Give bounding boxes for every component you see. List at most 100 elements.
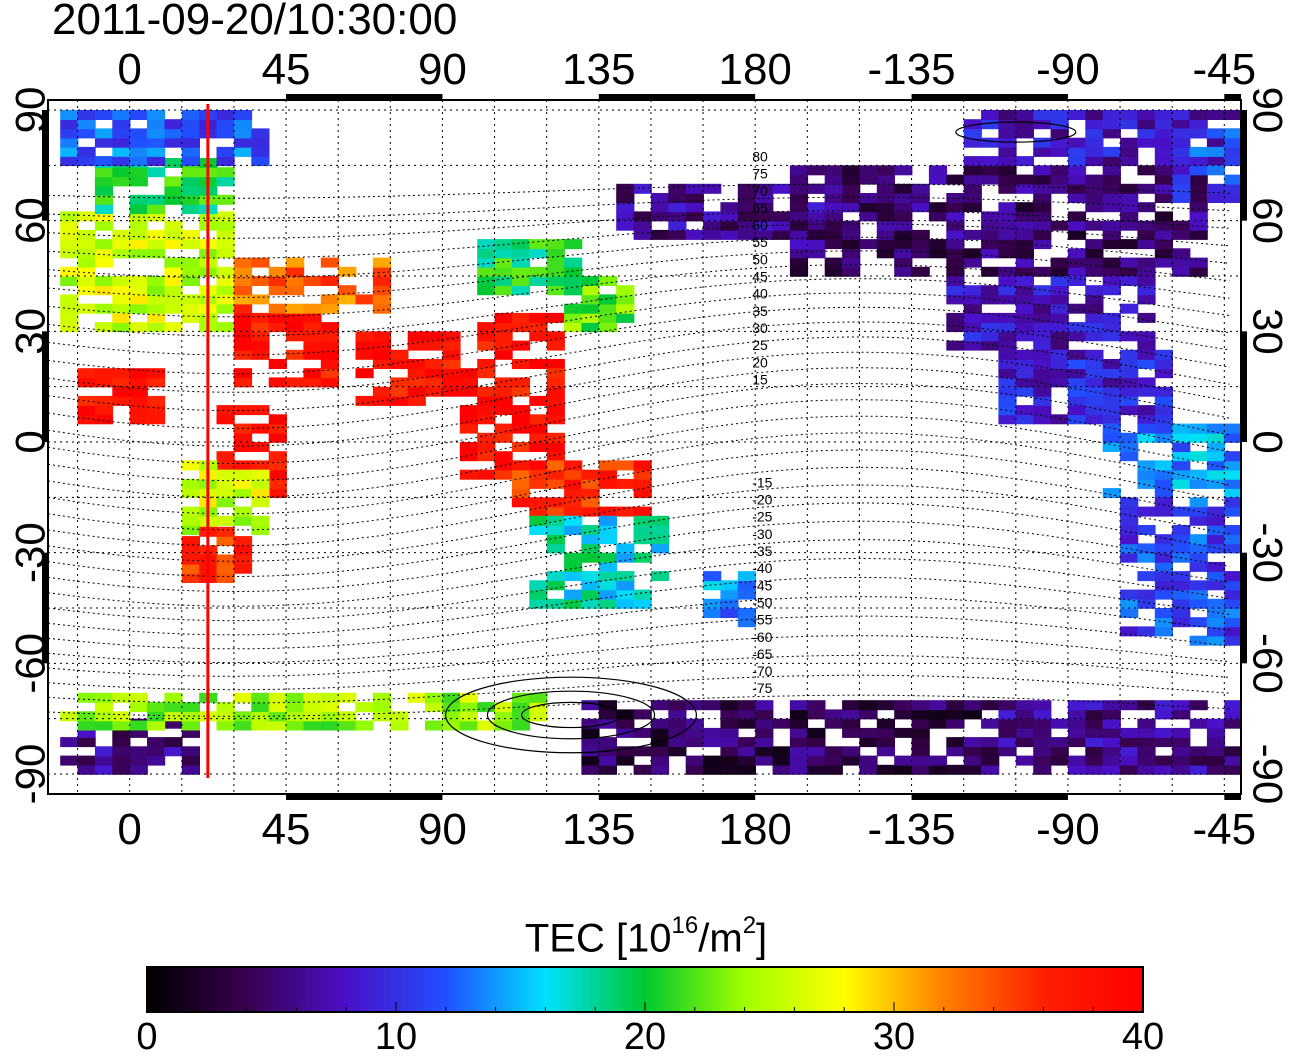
tec-cell — [564, 598, 583, 609]
tec-cell — [1015, 183, 1034, 194]
tec-cell — [459, 469, 478, 480]
tec-cell — [981, 229, 1000, 240]
tec-cell — [685, 211, 704, 222]
tec-cell — [1033, 395, 1052, 406]
tec-cell — [94, 257, 114, 268]
tec-cell — [1154, 764, 1173, 775]
tec-cell — [1189, 202, 1208, 213]
tec-cell — [164, 294, 183, 305]
tec-cell — [303, 349, 322, 360]
tec-cell — [129, 229, 148, 240]
tec-cell — [824, 211, 843, 222]
tec-cell — [1085, 202, 1104, 213]
dip-contour — [48, 196, 1230, 219]
dip-contour — [48, 351, 1230, 430]
tec-cell — [77, 119, 96, 130]
tec-cell — [1206, 165, 1226, 176]
tec-cell — [112, 737, 131, 748]
tec-cell — [181, 257, 200, 268]
tec-cell — [303, 340, 322, 351]
tec-cell — [216, 478, 235, 489]
tec-cell — [1137, 202, 1156, 213]
tec-cell — [477, 276, 496, 286]
tec-cell — [216, 276, 235, 286]
tec-cell — [1102, 368, 1121, 379]
tec-cell — [303, 303, 322, 314]
tec-cell — [251, 692, 270, 703]
top-lon-tick: -45 — [1193, 45, 1257, 94]
tec-cell — [1102, 276, 1121, 286]
tec-cell — [616, 543, 635, 554]
tec-cell — [1085, 294, 1104, 305]
tec-cell — [911, 737, 930, 748]
tec-cell — [928, 755, 948, 766]
tec-cell — [1189, 543, 1208, 554]
tec-cell — [494, 248, 513, 259]
tec-cell — [112, 248, 131, 259]
tec-cell — [1050, 220, 1069, 231]
tec-cell — [1102, 764, 1121, 775]
bottom-border-bar — [598, 794, 756, 800]
tec-cell — [650, 727, 670, 738]
tec-cell — [1154, 156, 1173, 167]
tec-cell — [268, 322, 287, 333]
tec-cell — [633, 534, 652, 545]
tec-cell — [372, 257, 392, 268]
tec-cell — [1085, 414, 1104, 425]
tec-cell — [1033, 755, 1052, 766]
tec-cell — [233, 257, 253, 268]
dip-contour-label: 70 — [752, 183, 768, 199]
dip-contour — [48, 383, 1230, 464]
tec-cell — [998, 718, 1017, 729]
right-lat-tick: 30 — [1245, 308, 1292, 355]
tec-cell — [1206, 451, 1226, 462]
left-border-bar — [42, 331, 48, 442]
top-border-bar — [286, 94, 443, 100]
tec-cell — [981, 718, 1000, 729]
tec-cell — [981, 220, 1000, 231]
tec-cell — [981, 156, 1000, 167]
dip-contour — [48, 466, 1230, 547]
tec-cell — [1137, 220, 1156, 231]
tec-cell — [459, 442, 478, 452]
tec-cell — [529, 506, 548, 517]
tec-cell — [494, 711, 513, 722]
tec-cell — [1206, 460, 1226, 471]
tec-cell — [1085, 718, 1104, 729]
tec-cell — [77, 405, 96, 416]
tec-cell — [772, 764, 791, 775]
tec-cell — [789, 709, 809, 720]
tec-cell — [338, 285, 357, 296]
tec-cell — [1102, 156, 1121, 167]
tec-cell — [216, 702, 235, 713]
tec-cell — [1120, 331, 1139, 342]
tec-cell — [1189, 746, 1208, 757]
tec-cell — [477, 331, 496, 342]
tec-cell — [77, 276, 96, 286]
tec-cell — [1224, 469, 1241, 480]
tec-cell — [94, 395, 114, 406]
tec-cell — [685, 737, 704, 748]
tec-cell — [1224, 497, 1241, 508]
tec-cell — [668, 202, 687, 213]
tec-cell — [251, 423, 270, 434]
tec-cell — [546, 285, 565, 296]
pole-contour — [521, 701, 622, 729]
tec-cell — [1154, 497, 1173, 508]
tec-cell — [1120, 737, 1139, 748]
tec-cell — [598, 312, 617, 323]
colorbar-tick-label: 40 — [1121, 1016, 1165, 1058]
tec-cell — [181, 185, 200, 196]
dip-contour — [48, 336, 1230, 411]
tec-cell — [494, 322, 513, 333]
tec-cell — [1189, 497, 1208, 508]
tec-cell — [529, 589, 548, 600]
tec-cell — [1172, 580, 1191, 591]
tec-cell — [737, 755, 756, 766]
bottom-lon-tick: 45 — [262, 805, 311, 854]
tec-cell — [494, 395, 513, 406]
tec-cell — [1120, 442, 1139, 452]
tec-cell — [789, 229, 809, 240]
tec-cell — [112, 137, 131, 148]
tec-cell — [1189, 515, 1208, 526]
